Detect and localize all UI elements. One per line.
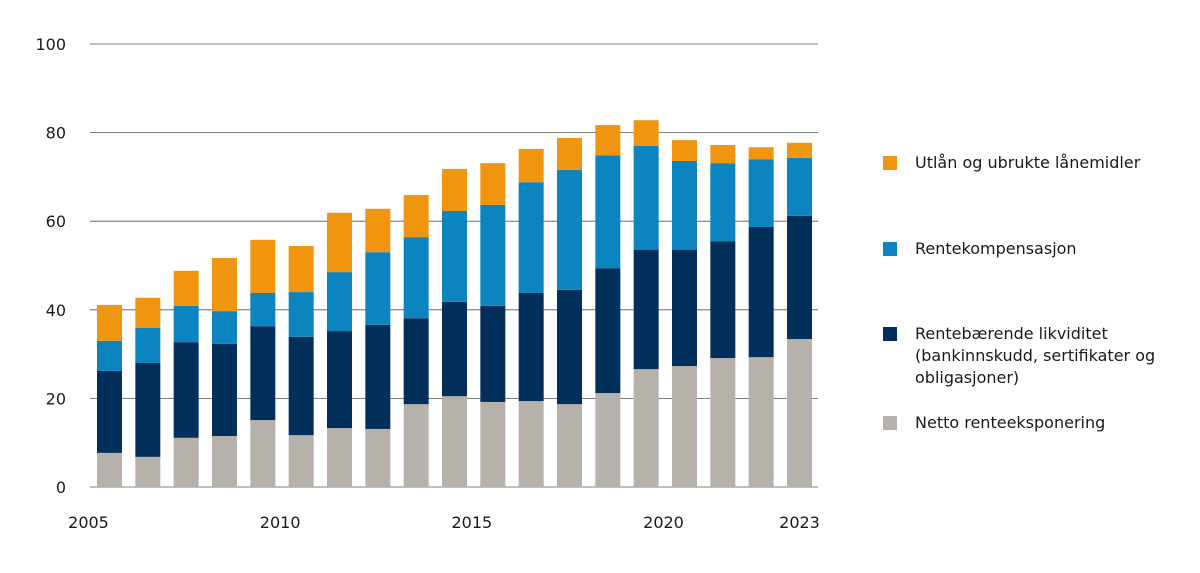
bar-segment-2013: [403, 318, 429, 405]
bar-segment-2014: [442, 168, 467, 212]
bar-segment-2010: [288, 336, 314, 436]
x-tick-label: 2015: [451, 513, 492, 532]
bar-segment-2014: [442, 211, 467, 302]
bar-segment-2015: [480, 204, 506, 306]
bar-segment-2020: [672, 249, 697, 367]
bar-segment-2007: [173, 342, 199, 438]
bar-segment-2015: [480, 163, 506, 205]
bar-segment-2022: [748, 159, 774, 227]
bar-segment-2016: [518, 292, 544, 402]
bar-segment-2014: [442, 301, 467, 397]
bar-segment-2017: [557, 289, 582, 405]
y-tick-label: 40: [46, 301, 66, 320]
bar-segment-2006: [135, 456, 161, 487]
bar-segment-2023: [787, 339, 812, 487]
legend-swatch: [883, 327, 897, 341]
bar-segment-2021: [710, 241, 736, 359]
bar-segment-2006: [135, 327, 161, 363]
x-tick-label: 2010: [260, 513, 301, 532]
bar-segment-2009: [250, 239, 276, 293]
bar-segment-2006: [135, 297, 161, 328]
bar-segment-2015: [480, 305, 506, 402]
bar-segment-2012: [365, 252, 391, 325]
legend-label: Netto renteeksponering: [915, 413, 1106, 432]
bar-segment-2013: [403, 195, 429, 238]
bar-segment-2019: [633, 249, 659, 370]
bar-segment-2011: [327, 272, 352, 332]
bar-segment-2015: [480, 401, 506, 487]
bar-segment-2011: [327, 331, 352, 429]
legend-swatch: [883, 416, 897, 430]
bar-segment-2005: [97, 340, 122, 371]
legend-label: Rentekompensasjon: [915, 239, 1077, 258]
y-tick-label: 100: [35, 35, 66, 54]
bar-segment-2022: [748, 357, 774, 487]
bar-segment-2011: [327, 212, 352, 273]
x-tick-label: 2005: [68, 513, 109, 532]
bar-segment-2005: [97, 370, 122, 453]
bar-segment-2021: [710, 163, 736, 242]
legend-label: Utlån og ubrukte lånemidler: [915, 153, 1141, 172]
bar-segment-2013: [403, 404, 429, 487]
bar-segment-2020: [672, 366, 697, 487]
bar-segment-2022: [748, 226, 774, 358]
bar-segment-2019: [633, 145, 659, 250]
bar-segment-2017: [557, 169, 582, 290]
bar-segment-2012: [365, 428, 391, 487]
bar-segment-2008: [212, 343, 237, 437]
bar-segment-2016: [518, 401, 544, 487]
legend-swatch: [883, 156, 897, 170]
bar-segment-2010: [288, 292, 314, 337]
bar-segment-2019: [633, 120, 659, 146]
y-tick-label: 60: [46, 212, 66, 231]
bar-segment-2011: [327, 428, 352, 487]
bar-segment-2017: [557, 404, 582, 487]
bar-segment-2005: [97, 452, 122, 487]
bar-segment-2008: [212, 257, 237, 312]
bar-segment-2021: [710, 145, 736, 164]
bar-segment-2013: [403, 237, 429, 319]
bar-segment-2006: [135, 362, 161, 457]
bar-segment-2010: [288, 246, 314, 293]
bar-segment-2012: [365, 208, 391, 253]
bar-segment-2009: [250, 292, 276, 327]
bar-segment-2018: [595, 125, 621, 156]
bar-segment-2019: [633, 369, 659, 487]
bar-segment-2023: [787, 215, 812, 340]
bar-segment-2016: [518, 148, 544, 183]
bar-segment-2018: [595, 393, 621, 487]
bar-segment-2017: [557, 137, 582, 170]
bar-segment-2010: [288, 435, 314, 487]
bar-segment-2023: [787, 157, 812, 216]
y-tick-label: 0: [56, 478, 66, 497]
bar-segment-2007: [173, 437, 199, 487]
bar-segment-2018: [595, 155, 621, 269]
bar-segment-2016: [518, 182, 544, 293]
bar-segment-2008: [212, 436, 237, 487]
bar-segment-2021: [710, 358, 736, 487]
y-tick-label: 20: [46, 389, 66, 408]
bar-segment-2008: [212, 311, 237, 344]
x-tick-label: 2020: [643, 513, 684, 532]
bar-segment-2007: [173, 270, 199, 306]
bar-segment-2005: [97, 304, 122, 341]
y-tick-label: 80: [46, 124, 66, 143]
bar-segment-2012: [365, 324, 391, 429]
bar-segment-2009: [250, 420, 276, 487]
bar-segment-2007: [173, 305, 199, 343]
legend-swatch: [883, 242, 897, 256]
bar-segment-2014: [442, 396, 467, 487]
bar-segment-2020: [672, 140, 697, 161]
bar-segment-2023: [787, 142, 812, 158]
bar-segment-2022: [748, 147, 774, 160]
bar-segment-2018: [595, 268, 621, 394]
legend-label: Rentebærende likviditet (bankinnskudd, s…: [915, 324, 1156, 387]
bar-segment-2009: [250, 326, 276, 421]
x-tick-label: 2023: [779, 513, 820, 532]
bar-segment-2020: [672, 160, 697, 250]
